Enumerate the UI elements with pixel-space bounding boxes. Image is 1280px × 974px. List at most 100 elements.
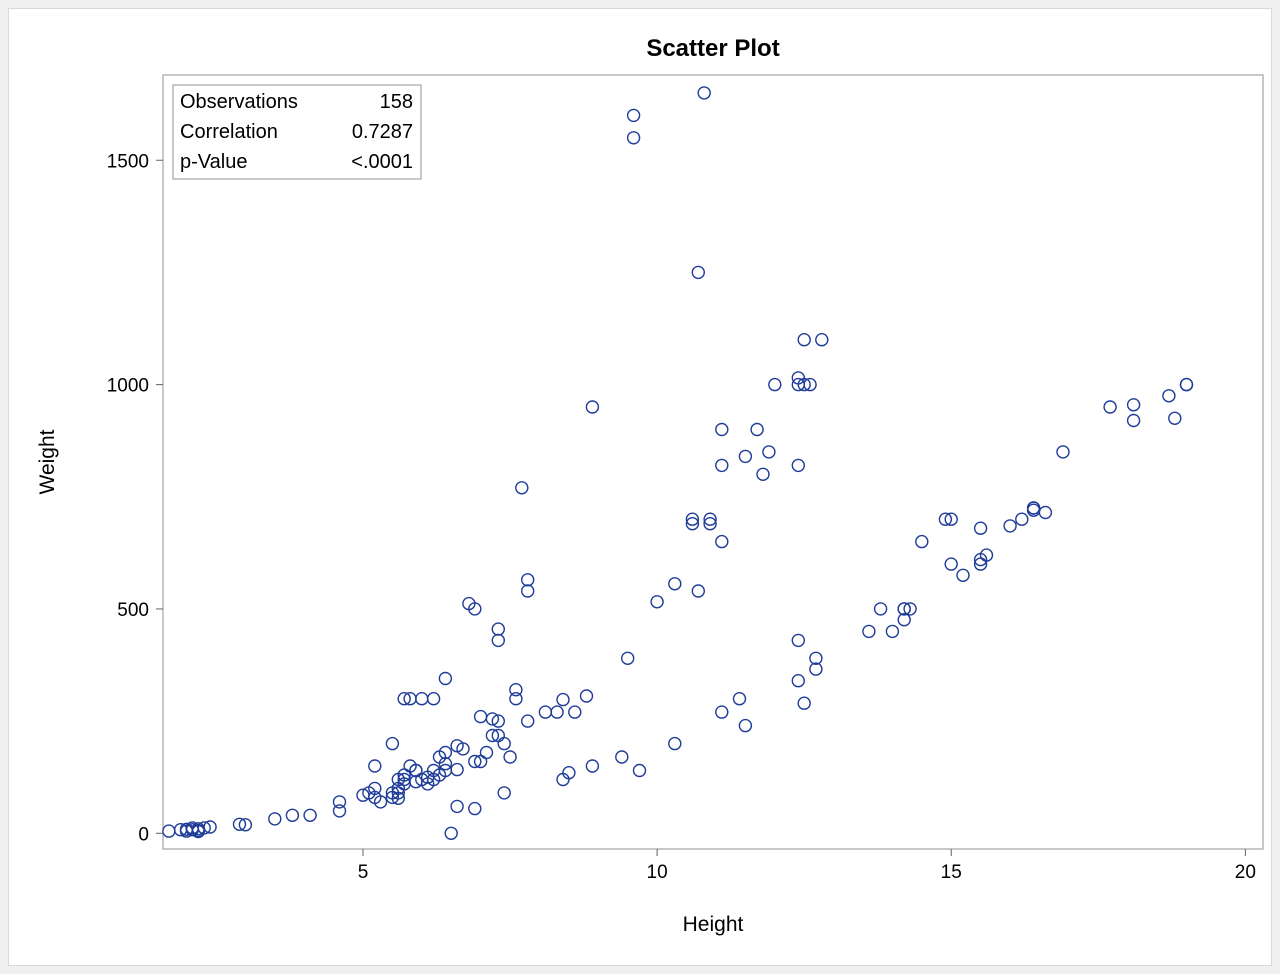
data-point [1179,377,1194,392]
data-point [485,712,500,726]
data-point [503,750,517,764]
data-point [791,633,805,648]
data-point [409,763,423,778]
data-point [791,458,805,473]
data-point [815,333,829,347]
data-point [715,705,729,719]
data-point [715,534,729,549]
data-point [468,754,482,769]
data-point [803,377,817,392]
stat-value: 0.7287 [352,121,413,143]
data-point [809,651,823,665]
stat-value: <.0001 [351,151,413,173]
data-point [521,573,535,587]
x-tick-label: 5 [358,862,369,883]
data-point [438,763,453,778]
data-point [438,757,453,771]
data-point [444,826,458,840]
data-point [897,602,911,616]
data-point [268,812,282,826]
data-point [191,824,206,839]
data-point [521,584,535,598]
data-point [332,804,347,818]
data-point [938,512,953,526]
data-point [232,817,247,831]
data-point [703,517,717,531]
data-point [797,377,811,392]
data-point [515,481,529,495]
data-point [385,790,400,805]
data-point [303,808,317,822]
data-point [632,763,647,778]
data-point [973,552,988,567]
data-point [1003,519,1017,533]
stat-label: Observations [180,91,298,113]
data-point [944,557,958,571]
data-point [438,671,453,686]
data-point [538,705,553,719]
data-point [332,795,347,809]
data-point [650,595,664,609]
data-point [509,683,523,697]
data-point [944,512,958,526]
data-point [491,714,505,728]
data-point [738,718,753,733]
data-point [162,824,176,838]
data-points [162,86,1194,840]
data-point [809,662,823,676]
statistics-inset: Observations 158 Correlation 0.7287 p-Value <… [172,84,422,180]
x-tick-label: 20 [1235,862,1256,883]
data-point [579,689,594,703]
y-tick-label: 500 [117,600,149,621]
data-point [1103,400,1117,414]
data-point [421,770,435,784]
data-point [732,692,747,706]
data-point [768,377,782,392]
data-point [397,768,411,782]
data-point [915,534,929,549]
data-point [668,577,682,591]
data-point [585,759,600,773]
x-tick-label: 10 [647,862,668,883]
data-point [956,568,970,582]
data-point [473,754,488,769]
data-point [285,808,300,822]
data-point [1126,398,1141,412]
stat-label: p-Value [180,151,247,173]
data-point [621,651,635,665]
data-point [1056,445,1070,459]
data-point [509,692,523,706]
data-point [485,728,500,743]
data-point [450,739,464,753]
data-point [626,131,641,145]
data-point [585,400,600,414]
data-point [1168,411,1182,425]
data-point [697,86,711,100]
data-point [797,333,811,347]
data-point [715,422,729,437]
data-point [715,458,729,473]
data-point [903,602,917,616]
data-point [738,449,753,464]
data-point [1126,413,1141,428]
data-point [791,674,805,688]
stats-box-border [172,84,422,180]
data-point [685,517,700,531]
data-point [468,602,482,616]
data-point [873,602,888,616]
plot-area [162,74,1264,850]
data-point [521,714,535,728]
y-tick-label: 1000 [107,376,149,397]
data-point [797,696,811,710]
data-point [397,692,411,706]
data-point [685,512,700,526]
data-point [415,692,429,706]
data-point [750,422,764,437]
data-point [1026,501,1041,515]
data-point [562,766,576,780]
data-point [568,705,582,719]
y-tick-label: 1500 [107,151,149,172]
data-point [1162,389,1176,403]
data-point [497,736,511,751]
